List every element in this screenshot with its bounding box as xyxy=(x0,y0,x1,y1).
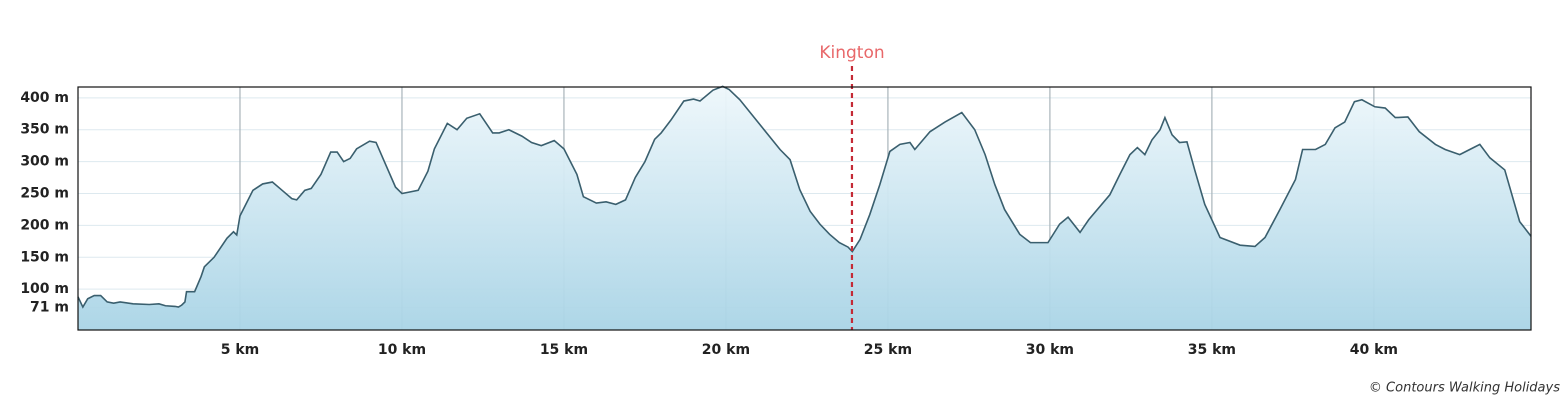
y-tick-label: 200 m xyxy=(20,217,69,233)
x-tick-label: 35 km xyxy=(1188,342,1236,358)
y-tick-label: 150 m xyxy=(20,249,69,265)
x-tick-label: 25 km xyxy=(864,342,912,358)
area-fill xyxy=(78,86,1531,330)
x-tick-label: 30 km xyxy=(1026,342,1074,358)
elevation-line xyxy=(77,85,1532,309)
credit: © Contours Walking Holidays xyxy=(1369,381,1560,396)
y-tick-label: 100 m xyxy=(20,281,69,297)
y-tick-label: 71 m xyxy=(30,300,69,316)
plot-border xyxy=(77,86,1532,331)
x-tick-label: 20 km xyxy=(702,342,750,358)
x-tick-label: 40 km xyxy=(1350,342,1398,358)
y-tick-label: 300 m xyxy=(20,154,69,170)
y-tick-label: 250 m xyxy=(20,186,69,202)
annotation-label: Kington xyxy=(819,43,884,63)
y-tick-label: 350 m xyxy=(20,122,69,138)
x-tick-label: 5 km xyxy=(221,342,260,358)
x-tick-label: 10 km xyxy=(378,342,426,358)
x-tick-label: 15 km xyxy=(540,342,588,358)
y-tick-label: 400 m xyxy=(20,90,69,106)
